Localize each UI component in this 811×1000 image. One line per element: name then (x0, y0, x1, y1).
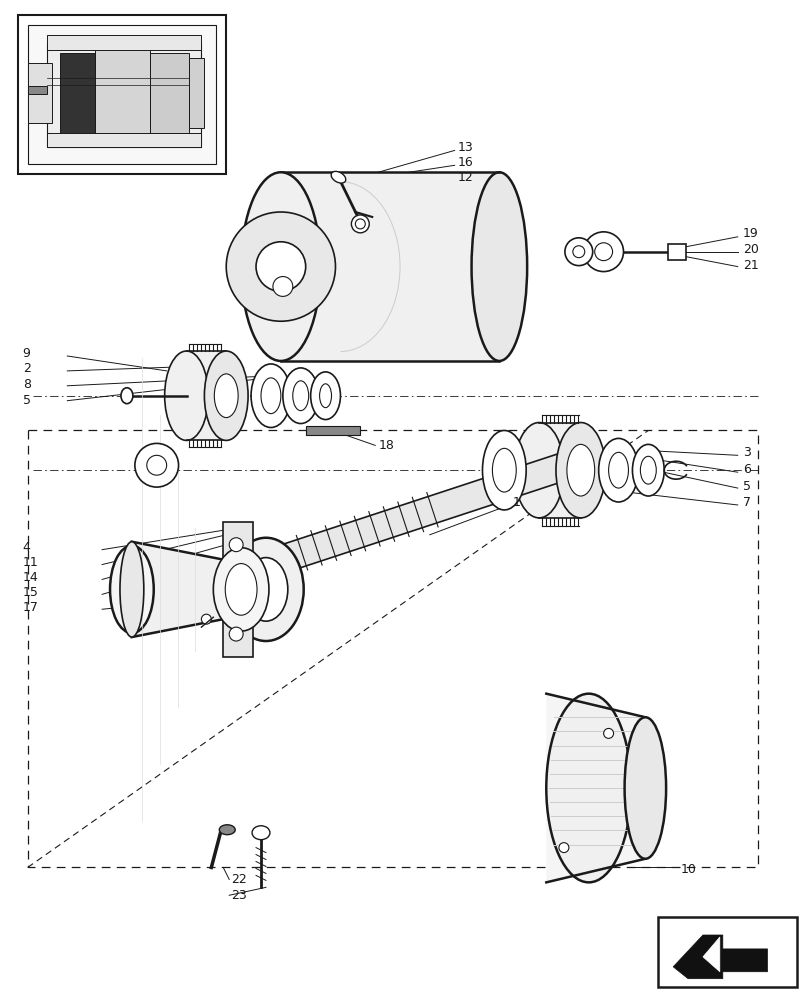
Bar (223, 522, 253, 657)
Bar (47, 35, 201, 50)
Ellipse shape (272, 277, 293, 296)
Ellipse shape (201, 614, 211, 624)
Ellipse shape (225, 564, 257, 615)
Text: 15: 15 (23, 586, 38, 599)
Bar (149, 53, 189, 133)
Text: 6: 6 (742, 463, 749, 476)
Ellipse shape (241, 172, 320, 361)
Ellipse shape (546, 694, 630, 882)
Ellipse shape (482, 430, 526, 510)
Ellipse shape (251, 364, 290, 427)
Ellipse shape (598, 438, 637, 502)
Bar (95, 48, 149, 137)
Polygon shape (702, 937, 719, 972)
Bar (28, 86, 47, 94)
Ellipse shape (255, 242, 305, 291)
Bar (539, 423, 580, 518)
Ellipse shape (229, 538, 242, 552)
Ellipse shape (120, 542, 144, 637)
Text: 16: 16 (457, 156, 473, 169)
Ellipse shape (355, 219, 365, 229)
Text: 9: 9 (23, 347, 31, 360)
Polygon shape (546, 694, 645, 882)
Text: 5: 5 (23, 394, 31, 407)
Ellipse shape (260, 378, 281, 414)
Text: 2: 2 (502, 481, 509, 494)
Ellipse shape (491, 448, 516, 492)
Ellipse shape (583, 232, 623, 272)
Ellipse shape (632, 444, 663, 496)
Bar (18, 15, 226, 174)
Ellipse shape (603, 728, 613, 738)
Ellipse shape (282, 368, 318, 424)
Ellipse shape (556, 423, 605, 518)
Text: 20: 20 (742, 243, 757, 256)
Ellipse shape (311, 372, 340, 420)
Text: 12: 12 (457, 171, 473, 184)
Bar (658, 917, 796, 987)
Ellipse shape (147, 455, 166, 475)
Ellipse shape (165, 351, 208, 440)
Bar (281, 172, 499, 361)
Ellipse shape (204, 351, 248, 440)
Bar (187, 351, 226, 440)
Ellipse shape (214, 374, 238, 418)
Bar (28, 63, 53, 123)
Text: 7: 7 (742, 496, 749, 509)
Ellipse shape (558, 843, 569, 853)
Ellipse shape (331, 171, 345, 183)
Bar (47, 43, 201, 147)
Text: 22: 22 (231, 873, 247, 886)
Text: 17: 17 (23, 601, 38, 614)
Polygon shape (207, 450, 577, 596)
Ellipse shape (594, 243, 611, 261)
Text: 4: 4 (23, 541, 31, 554)
Ellipse shape (640, 456, 655, 484)
Ellipse shape (624, 717, 665, 859)
Ellipse shape (213, 548, 268, 631)
Ellipse shape (566, 444, 594, 496)
Ellipse shape (564, 238, 592, 266)
Bar (667, 244, 685, 260)
Text: 10: 10 (680, 863, 696, 876)
Bar (47, 133, 201, 147)
Text: 11: 11 (23, 556, 38, 569)
Ellipse shape (293, 381, 308, 411)
Ellipse shape (251, 826, 269, 840)
Text: 8: 8 (23, 378, 31, 391)
Text: 13: 13 (457, 141, 473, 154)
Text: 19: 19 (742, 227, 757, 240)
Text: 2: 2 (23, 362, 31, 375)
Polygon shape (131, 542, 223, 637)
Ellipse shape (513, 423, 563, 518)
Text: 21: 21 (742, 259, 757, 272)
Ellipse shape (226, 212, 335, 321)
Polygon shape (672, 935, 766, 979)
Bar (28, 430, 757, 867)
Bar (60, 53, 95, 133)
Text: 14: 14 (23, 571, 38, 584)
Ellipse shape (121, 388, 133, 404)
Ellipse shape (320, 384, 331, 408)
Ellipse shape (608, 452, 628, 488)
Ellipse shape (229, 627, 242, 641)
Ellipse shape (471, 172, 526, 361)
Bar (28, 25, 216, 164)
Ellipse shape (219, 825, 235, 835)
Ellipse shape (572, 246, 584, 258)
Text: 18: 18 (378, 439, 393, 452)
Ellipse shape (228, 538, 303, 641)
Bar (189, 58, 204, 128)
Ellipse shape (110, 546, 153, 633)
Ellipse shape (135, 443, 178, 487)
Text: 23: 23 (231, 889, 247, 902)
Text: 3: 3 (742, 446, 749, 459)
Ellipse shape (351, 215, 369, 233)
Ellipse shape (244, 558, 287, 621)
Text: 1: 1 (512, 496, 520, 509)
Text: 5: 5 (742, 480, 749, 493)
Bar (305, 426, 360, 435)
